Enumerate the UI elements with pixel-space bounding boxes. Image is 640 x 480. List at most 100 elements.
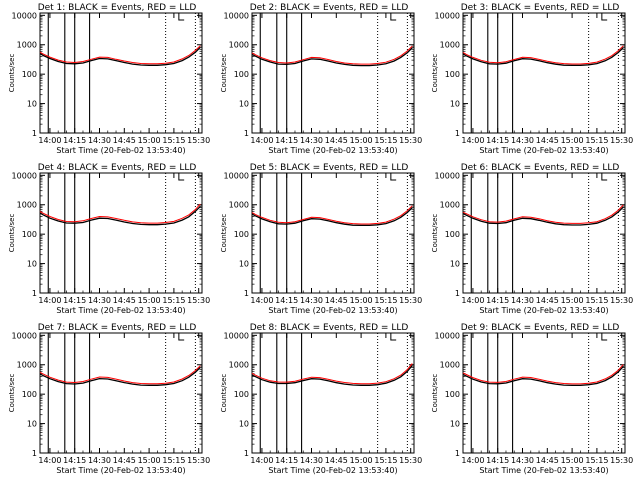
y-tick-label: 1000 <box>17 201 37 210</box>
x-tick-label: 14:30 <box>88 456 111 465</box>
panel-title: Det 7: BLACK = Events, RED = LLD <box>38 323 197 333</box>
y-tick-label: 1 <box>455 449 460 458</box>
x-tick-label: 15:15 <box>374 456 397 465</box>
x-tick-label: 14:45 <box>325 296 348 305</box>
y-tick-label: 10000 <box>12 11 37 20</box>
y-tick-label: 10 <box>239 420 249 429</box>
y-tick-label: 100 <box>22 390 37 399</box>
series-line-events <box>251 364 413 386</box>
x-tick-label: 14:15 <box>63 136 86 145</box>
x-tick-label: 15:00 <box>561 296 584 305</box>
detector-panel-8: Det 8: BLACK = Events, RED = LLD 1 10 100 10… <box>220 323 422 475</box>
x-tick-label: 15:00 <box>138 136 161 145</box>
series-line-lld <box>39 45 201 65</box>
x-tick-label: 15:15 <box>162 136 185 145</box>
y-tick-label: 1000 <box>17 41 37 50</box>
plot-frame <box>251 172 415 294</box>
y-tick-label: 1000 <box>229 361 249 370</box>
x-tick-label: 14:30 <box>300 136 323 145</box>
y-tick-label: 10000 <box>435 331 460 340</box>
x-tick-label: 14:45 <box>536 456 559 465</box>
y-tick-label: 10 <box>27 100 37 109</box>
x-tick-label: 15:30 <box>399 136 422 145</box>
y-tick-label: 100 <box>445 70 460 79</box>
x-tick-label: 15:15 <box>374 296 397 305</box>
x-tick-label: 15:30 <box>187 296 210 305</box>
detector-panel-7: Det 7: BLACK = Events, RED = LLD 1 10 100 10… <box>8 323 210 475</box>
x-tick-label: 14:15 <box>275 136 298 145</box>
x-tick-label: 14:00 <box>461 296 484 305</box>
series-line-lld <box>462 204 624 224</box>
x-axis-label: Start Time (20-Feb-02 13:53:40) <box>479 146 608 155</box>
series-line-events <box>39 366 201 386</box>
x-tick-label: 14:15 <box>63 456 86 465</box>
y-tick-label: 1 <box>244 289 249 298</box>
y-tick-label: 10 <box>239 100 249 109</box>
x-tick-label: 14:00 <box>250 296 273 305</box>
x-tick-label: 14:00 <box>461 456 484 465</box>
y-tick-label: 1 <box>32 129 37 138</box>
x-tick-label: 14:00 <box>250 136 273 145</box>
y-tick-label: 10000 <box>224 331 249 340</box>
bracket-marker <box>601 13 608 21</box>
x-tick-label: 15:30 <box>610 296 633 305</box>
x-axis-label: Start Time (20-Feb-02 13:53:40) <box>268 306 397 315</box>
plot-frame <box>462 12 626 134</box>
y-tick-label: 1 <box>455 289 460 298</box>
y-axis-label: Counts/sec <box>8 214 16 253</box>
panel-title: Det 6: BLACK = Events, RED = LLD <box>461 163 620 173</box>
y-tick-label: 1000 <box>440 41 460 50</box>
x-tick-label: 15:15 <box>585 456 608 465</box>
series-line-lld <box>462 45 624 65</box>
y-tick-label: 100 <box>234 390 249 399</box>
x-tick-label: 14:30 <box>300 296 323 305</box>
y-axis-label: Counts/sec <box>431 54 439 93</box>
y-axis-label: Counts/sec <box>8 54 16 93</box>
x-tick-label: 14:45 <box>536 136 559 145</box>
panel-title: Det 8: BLACK = Events, RED = LLD <box>250 323 409 333</box>
x-tick-label: 14:30 <box>88 136 111 145</box>
y-tick-label: 10 <box>239 260 249 269</box>
series-line-events <box>251 207 413 227</box>
x-tick-label: 15:00 <box>561 136 584 145</box>
y-tick-label: 10000 <box>224 11 249 20</box>
x-tick-label: 14:30 <box>511 136 534 145</box>
x-axis-label: Start Time (20-Feb-02 13:53:40) <box>268 466 397 475</box>
detector-panel-5: Det 5: BLACK = Events, RED = LLD 1 10 100 10… <box>220 163 422 315</box>
y-tick-label: 10 <box>450 420 460 429</box>
y-axis-label: Counts/sec <box>8 374 16 413</box>
detector-panel-3: Det 3: BLACK = Events, RED = LLD 1 10 100 10… <box>431 3 633 155</box>
panel-title: Det 1: BLACK = Events, RED = LLD <box>38 3 197 13</box>
y-tick-label: 10000 <box>435 11 460 20</box>
y-tick-label: 100 <box>22 230 37 239</box>
y-tick-label: 1000 <box>440 361 460 370</box>
x-tick-label: 14:45 <box>113 296 136 305</box>
plot-frame <box>39 332 203 454</box>
bracket-marker <box>601 173 608 181</box>
y-tick-label: 10 <box>450 100 460 109</box>
x-axis-label: Start Time (20-Feb-02 13:53:40) <box>479 466 608 475</box>
x-tick-label: 15:30 <box>187 456 210 465</box>
x-tick-label: 15:00 <box>350 136 373 145</box>
bracket-marker <box>390 13 397 21</box>
panel-title: Det 2: BLACK = Events, RED = LLD <box>250 3 409 13</box>
y-tick-label: 1 <box>244 129 249 138</box>
y-tick-label: 100 <box>234 70 249 79</box>
x-tick-label: 14:30 <box>511 296 534 305</box>
series-line-lld <box>251 363 413 385</box>
y-tick-label: 1 <box>455 129 460 138</box>
y-axis-label: Counts/sec <box>431 374 439 413</box>
series-line-events <box>39 205 201 226</box>
plot-frame <box>251 12 415 134</box>
detector-panel-9: Det 9: BLACK = Events, RED = LLD 1 10 100 10… <box>431 323 633 475</box>
y-tick-label: 1000 <box>440 201 460 210</box>
x-tick-label: 15:30 <box>187 136 210 145</box>
panel-title: Det 4: BLACK = Events, RED = LLD <box>38 163 197 173</box>
series-line-events <box>462 47 624 67</box>
series-line-events <box>462 206 624 226</box>
x-tick-label: 14:45 <box>113 456 136 465</box>
x-tick-label: 15:00 <box>138 296 161 305</box>
x-tick-label: 14:00 <box>461 136 484 145</box>
y-tick-label: 10000 <box>224 171 249 180</box>
x-tick-label: 14:45 <box>536 296 559 305</box>
